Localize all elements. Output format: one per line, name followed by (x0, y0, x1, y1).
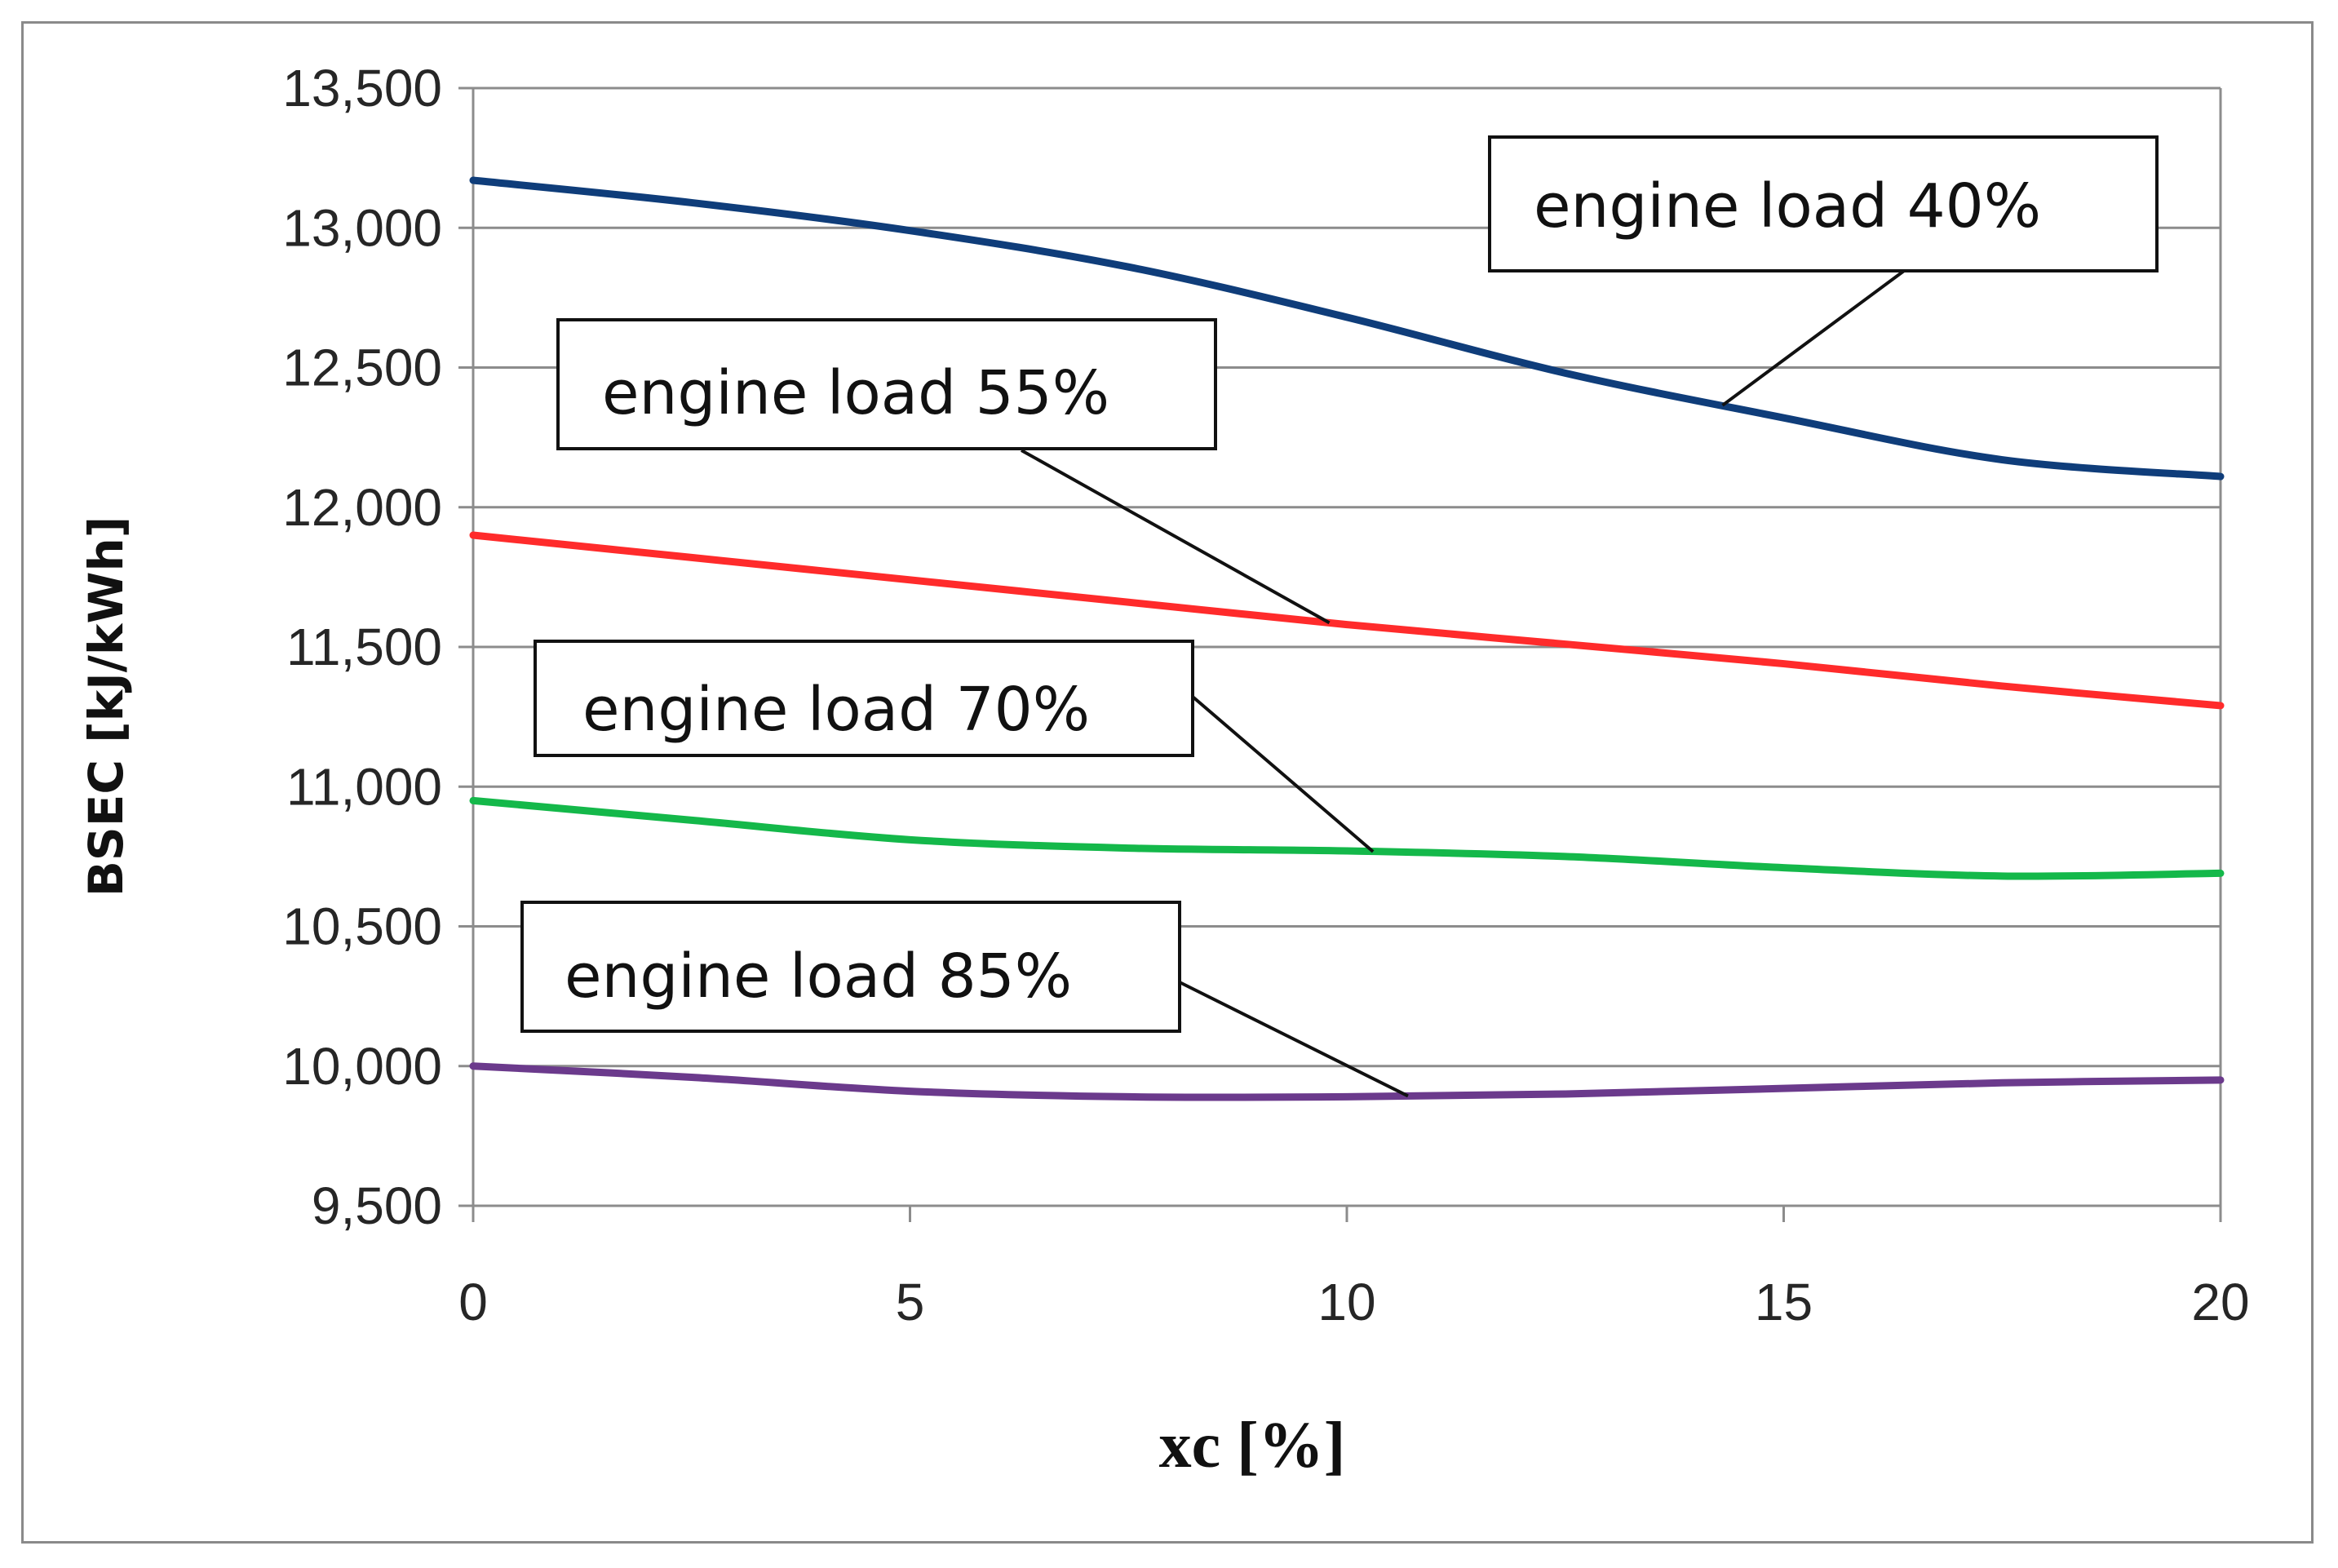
y-tick-label-6: 12,500 (282, 339, 442, 397)
axes-layer: 9,500 10,000 10,500 11,000 11,500 12,000 12,50… (282, 59, 2249, 1331)
y-tick-label-5: 12,000 (282, 478, 442, 537)
y-axis-title: BSEC [kJ/kWh] (78, 516, 134, 897)
y-tick-label-7: 13,000 (282, 198, 442, 257)
y-tick-label-4: 11,500 (286, 618, 442, 676)
y-tick-label-3: 11,000 (286, 757, 442, 816)
series-line-4 (469, 1062, 2225, 1101)
axis-labels: xc [%] BSEC [kJ/kWh] (78, 516, 1345, 1482)
x-tick-label-2: 10 (1317, 1273, 1375, 1331)
y-tick-label-0: 9,500 (312, 1176, 442, 1235)
annotation-label-1: engine load 40% (1534, 171, 2041, 241)
x-tick-label-4: 20 (2191, 1273, 2249, 1331)
x-tick-label-0: 0 (458, 1273, 488, 1331)
x-tick-label-1: 5 (896, 1273, 925, 1331)
series-layer (469, 176, 2225, 1101)
annotation-4: engine load 85% (520, 901, 1409, 1098)
x-tick-label-3: 15 (1755, 1273, 1813, 1331)
y-tick-label-8: 13,500 (282, 59, 442, 117)
annotation-label-4: engine load 85% (565, 941, 1072, 1012)
annotation-leader-1 (1721, 269, 1906, 407)
annotation-2: engine load 55% (556, 318, 1331, 625)
series-line-1 (469, 176, 2225, 481)
annotation-1: engine load 40% (1488, 135, 2159, 407)
annotation-label-2: engine load 55% (602, 358, 1109, 428)
series-line-3 (469, 796, 2225, 880)
annotation-leader-4 (1179, 981, 1409, 1098)
y-tick-label-1: 10,000 (282, 1037, 442, 1096)
annotation-3: engine load 70% (534, 640, 1375, 853)
y-tick-label-2: 10,500 (282, 897, 442, 956)
series-line-2 (469, 531, 2225, 710)
annotation-label-3: engine load 70% (582, 675, 1090, 745)
annotation-layer: engine load 40% engine load 55% engine loa… (520, 135, 2159, 1098)
annotation-leader-3 (1191, 695, 1375, 853)
annotation-box-2 (556, 318, 1217, 450)
annotation-box-1 (1488, 135, 2159, 272)
annotation-box-3 (534, 640, 1194, 757)
annotation-box-4 (520, 901, 1181, 1033)
annotation-leader-2 (1021, 449, 1331, 625)
x-axis-title: xc [%] (1159, 1410, 1346, 1482)
